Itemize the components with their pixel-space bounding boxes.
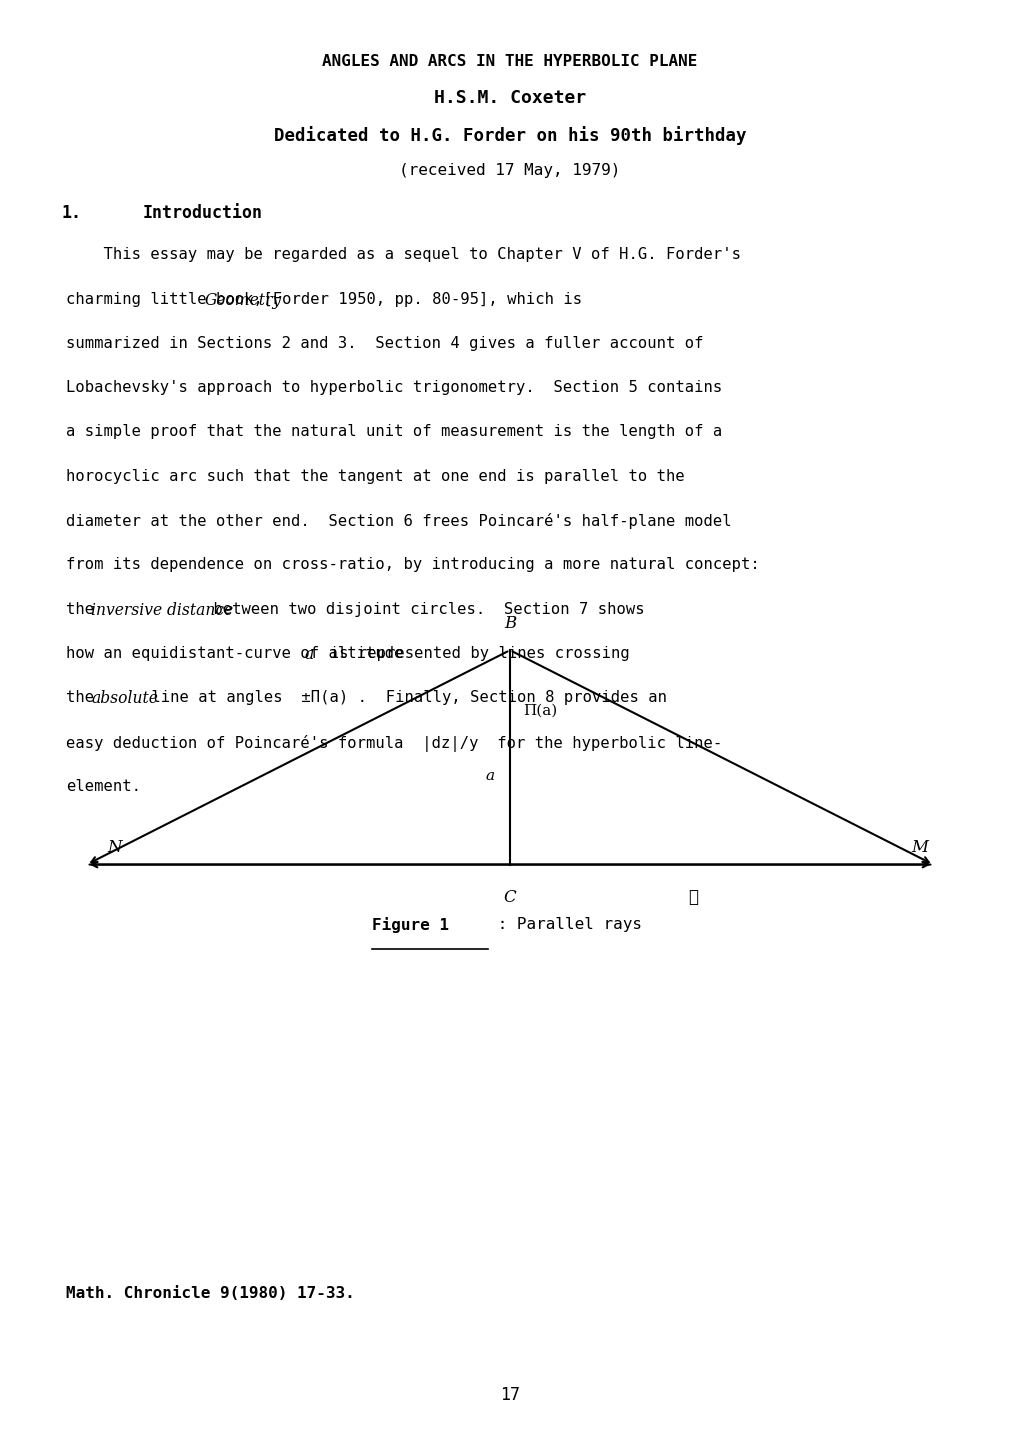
Text: Figure 1: Figure 1 <box>372 917 448 933</box>
Text: C: C <box>503 889 516 906</box>
Text: (received 17 May, 1979): (received 17 May, 1979) <box>398 163 621 177</box>
Text: : Parallel rays: : Parallel rays <box>487 917 641 932</box>
Text: Geometry: Geometry <box>204 292 281 309</box>
Text: between two disjoint circles.  Section 7 shows: between two disjoint circles. Section 7 … <box>204 602 644 616</box>
Text: ℓ: ℓ <box>688 889 698 906</box>
Text: This essay may be regarded as a sequel to Chapter V of H.G. Forder's: This essay may be regarded as a sequel t… <box>66 247 741 262</box>
Text: the: the <box>66 690 104 704</box>
Text: Lobachevsky's approach to hyperbolic trigonometry.  Section 5 contains: Lobachevsky's approach to hyperbolic tri… <box>66 380 721 394</box>
Text: how an equidistant-curve of altitude: how an equidistant-curve of altitude <box>66 646 422 660</box>
Text: Introduction: Introduction <box>143 204 263 223</box>
Text: diameter at the other end.  Section 6 frees Poincaré's half-plane model: diameter at the other end. Section 6 fre… <box>66 513 732 529</box>
Text: 1.: 1. <box>61 204 82 223</box>
Text: inversive distance: inversive distance <box>92 602 233 619</box>
Text: from its dependence on cross-ratio, by introducing a more natural concept:: from its dependence on cross-ratio, by i… <box>66 557 759 572</box>
Text: summarized in Sections 2 and 3.  Section 4 gives a fuller account of: summarized in Sections 2 and 3. Section … <box>66 336 703 350</box>
Text: horocyclic arc such that the tangent at one end is parallel to the: horocyclic arc such that the tangent at … <box>66 469 685 483</box>
Text: easy deduction of Poincaré's formula  |dz|/y  for the hyperbolic line-: easy deduction of Poincaré's formula |dz… <box>66 735 721 752</box>
Text: N: N <box>107 839 121 856</box>
Text: Dedicated to H.G. Forder on his 90th birthday: Dedicated to H.G. Forder on his 90th bir… <box>273 126 746 144</box>
Text: a: a <box>485 769 494 783</box>
Text: element.: element. <box>66 779 142 793</box>
Text: B: B <box>503 614 516 632</box>
Text: 17: 17 <box>499 1386 520 1405</box>
Text: a: a <box>305 646 314 663</box>
Text: line at angles  ±Π(a) .  Finally, Section 8 provides an: line at angles ±Π(a) . Finally, Section … <box>142 690 666 704</box>
Text: the: the <box>66 602 104 616</box>
Text: Math. Chronicle 9(1980) 17-33.: Math. Chronicle 9(1980) 17-33. <box>66 1286 355 1300</box>
Text: M: M <box>910 839 927 856</box>
Text: ANGLES AND ARCS IN THE HYPERBOLIC PLANE: ANGLES AND ARCS IN THE HYPERBOLIC PLANE <box>322 54 697 69</box>
Text: absolute: absolute <box>92 690 158 707</box>
Text: [Forder 1950, pp. 80-95], which is: [Forder 1950, pp. 80-95], which is <box>255 292 582 306</box>
Text: charming little book,: charming little book, <box>66 292 272 306</box>
Text: is represented by lines crossing: is represented by lines crossing <box>311 646 629 660</box>
Text: a simple proof that the natural unit of measurement is the length of a: a simple proof that the natural unit of … <box>66 424 721 439</box>
Text: H.S.M. Coxeter: H.S.M. Coxeter <box>433 89 586 107</box>
Text: Π(a): Π(a) <box>523 703 557 717</box>
